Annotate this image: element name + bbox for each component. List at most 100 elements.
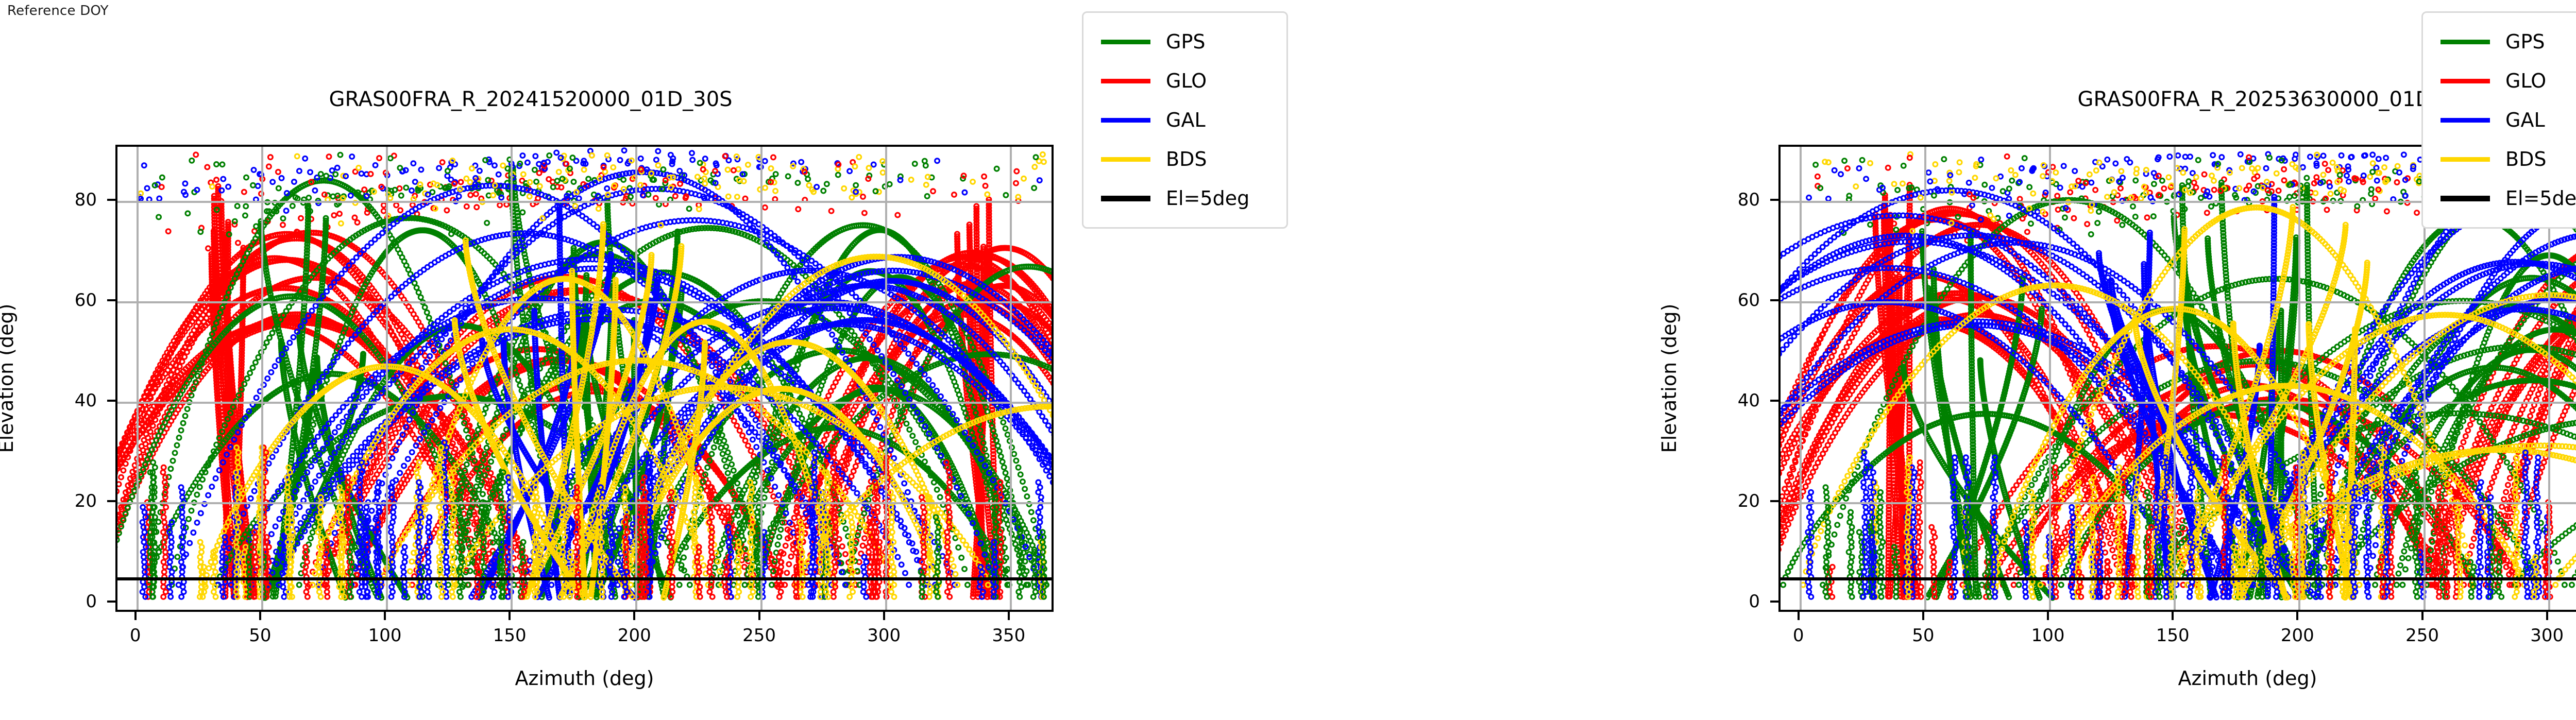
y-tick-label: 40 [20,390,97,411]
x-tick-mark [2421,612,2424,620]
x-tick-mark [384,612,386,620]
x-tick-mark [1008,612,1010,620]
gridline-vertical [635,147,637,610]
legend-label: BDS [2505,148,2546,170]
ylabel-text-right: Elevation (deg) [1658,145,1681,612]
x-axis-label-left: Azimuth (deg) [115,667,1054,690]
plot-area-left[interactable] [115,145,1054,612]
legend-swatch-bds-icon [1101,157,1150,162]
legend-label: GLO [1166,70,1207,92]
gridline-vertical [386,147,388,610]
legend-item-glo[interactable]: GLO [2431,61,2576,100]
x-tick-label: 50 [1882,625,1964,646]
legend-swatch-el-5deg-icon [2441,196,2490,201]
gridline-vertical [760,147,762,610]
legend-item-el-5deg[interactable]: El=5deg [2431,179,2576,218]
y-tick-label: 20 [1683,491,1760,511]
legend-label: GAL [2505,109,2545,131]
legend-label: El=5deg [1166,187,1249,210]
x-tick-label: 100 [2007,625,2089,646]
y-tick-mark [107,601,115,603]
y-tick-label: 0 [20,591,97,612]
x-tick-mark [1922,612,1924,620]
gridline-horizontal [117,502,1052,504]
legend-left[interactable]: GPS GLO GAL BDS El=5deg [1082,11,1288,229]
legend-swatch-bds-icon [2441,157,2490,162]
x-tick-label: 200 [2256,625,2338,646]
gridline-vertical [885,147,887,610]
y-tick-mark [107,299,115,301]
x-tick-mark [259,612,261,620]
x-tick-mark [2047,612,2049,620]
x-axis-label-right: Azimuth (deg) [1778,667,2576,690]
legend-item-el-5deg[interactable]: El=5deg [1092,179,1278,218]
elevation-mask-line [117,577,1052,580]
x-tick-mark [758,612,760,620]
y-tick-mark [1770,601,1778,603]
legend-swatch-glo-icon [2441,79,2490,83]
legend-item-bds[interactable]: BDS [2431,140,2576,179]
x-tick-label: 0 [94,625,177,646]
y-tick-label: 80 [20,190,97,210]
x-tick-label: 100 [344,625,426,646]
legend-item-gal[interactable]: GAL [1092,100,1278,140]
x-tick-mark [134,612,137,620]
y-tick-mark [1770,400,1778,402]
x-tick-mark [2296,612,2298,620]
x-tick-mark [2546,612,2548,620]
gridline-vertical [511,147,513,610]
x-tick-label: 0 [1757,625,1840,646]
legend-swatch-el-5deg-icon [1101,196,1150,201]
x-tick-label: 300 [843,625,925,646]
gridline-horizontal [117,301,1052,303]
legend-label: BDS [1166,148,1207,170]
legend-swatch-glo-icon [1101,79,1150,83]
x-tick-mark [633,612,635,620]
legend-item-glo[interactable]: GLO [1092,61,1278,100]
y-tick-mark [107,199,115,201]
legend-item-gps[interactable]: GPS [1092,22,1278,61]
x-tick-mark [1798,612,1800,620]
x-tick-label: 200 [593,625,675,646]
gridline-vertical [1800,147,1802,610]
legend-label: GPS [1166,30,1205,53]
y-tick-label: 40 [1683,390,1760,411]
x-tick-label: 150 [2131,625,2214,646]
gridline-vertical [137,147,139,610]
x-tick-mark [883,612,885,620]
legend-swatch-gps-icon [2441,40,2490,44]
legend-item-gps[interactable]: GPS [2431,22,2576,61]
y-tick-label: 80 [1683,190,1760,210]
x-tick-label: 50 [219,625,301,646]
gridline-horizontal [1781,301,2576,303]
gridline-horizontal [117,402,1052,404]
legend-label: El=5deg [2505,187,2576,210]
legend-item-gal[interactable]: GAL [2431,100,2576,140]
legend-label: GAL [1166,109,1206,131]
x-tick-label: 350 [968,625,1050,646]
y-tick-label: 20 [20,491,97,511]
legend-swatch-gal-icon [2441,118,2490,123]
gridline-vertical [2049,147,2051,610]
gridline-vertical [2298,147,2300,610]
y-tick-mark [1770,299,1778,301]
legend-swatch-gal-icon [1101,118,1150,123]
y-tick-label: 60 [20,290,97,311]
y-tick-mark [107,400,115,402]
legend-swatch-gps-icon [1101,40,1150,44]
y-tick-mark [107,500,115,502]
gridline-vertical [1924,147,1926,610]
y-tick-label: 60 [1683,290,1760,311]
panel-right: GRAS00FRA_R_20253630000_01D_30S Elevatio… [1347,0,2576,720]
legend-item-bds[interactable]: BDS [1092,140,1278,179]
skyplot-canvas-left [117,147,1052,610]
elevation-mask-line [1781,577,2576,580]
gridline-horizontal [1781,502,2576,504]
gridline-horizontal [1781,402,2576,404]
x-tick-mark [2172,612,2174,620]
legend-right[interactable]: GPS GLO GAL BDS El=5deg [2421,11,2576,229]
gridline-vertical [1010,147,1012,610]
x-tick-label: 150 [468,625,551,646]
legend-label: GLO [2505,70,2546,92]
